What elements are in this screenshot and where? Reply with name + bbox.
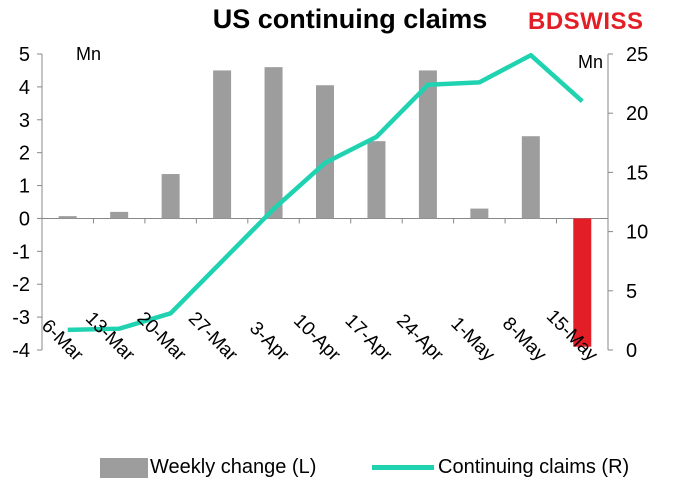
right-axis-tick-label: 20	[626, 103, 648, 125]
legend-item-weekly-change: Weekly change (L)	[100, 456, 316, 479]
left-axis-tick-label: 4	[19, 77, 30, 99]
x-axis-category-label: 24-Apr	[392, 310, 448, 366]
right-axis-tick-label: 15	[626, 162, 648, 184]
bar-weekly-change	[521, 136, 540, 219]
left-axis-tick-label: -4	[12, 340, 30, 362]
x-axis-category-label: 3-Apr	[245, 318, 293, 366]
bar-weekly-change	[316, 85, 334, 219]
line-series	[67, 52, 584, 333]
x-axis-category-label: 10-Apr	[289, 310, 345, 366]
bars	[58, 67, 592, 347]
bar-weekly-change	[161, 174, 180, 219]
right-axis-tick-label: 5	[626, 281, 637, 303]
right-axis-tick-label: 25	[626, 44, 648, 66]
left-axis-tick-label: -2	[12, 274, 30, 296]
legend-item-continuing-claims: Continuing claims (R)	[372, 456, 629, 479]
x-axis-category-label: 6-Mar	[37, 316, 87, 366]
brand-logo: BDSWISS	[528, 8, 644, 36]
legend-label-continuing-claims: Continuing claims (R)	[438, 456, 630, 478]
brand-logo-part1: BD	[528, 8, 564, 35]
left-axis-tick-label: 3	[19, 110, 30, 132]
bar-weekly-change	[573, 218, 592, 347]
right-axis-unit: Mn	[578, 52, 603, 72]
chart-title: US continuing claims	[212, 4, 488, 34]
bar-weekly-change	[58, 216, 77, 219]
left-axis-tick-label: 5	[19, 44, 30, 66]
left-axis-tick-label: 1	[19, 176, 30, 198]
left-axis-tick-label: 2	[19, 143, 30, 165]
brand-logo-part2: SWISS	[563, 8, 644, 35]
left-axis-tick-label: -3	[12, 307, 30, 329]
bar-weekly-change	[264, 67, 283, 219]
x-axis-category-label: 1-May	[446, 313, 499, 366]
x-axis-category-label: 15-May	[542, 306, 602, 366]
bar-weekly-change	[110, 211, 129, 219]
legend-swatch-line	[372, 465, 434, 470]
left-axis-tick-label: 0	[19, 208, 30, 230]
line-continuing-claims	[67, 52, 584, 333]
legend-swatch-bar	[100, 457, 148, 478]
left-axis-unit: Mn	[76, 44, 101, 64]
legend-label-weekly-change: Weekly change (L)	[150, 456, 317, 478]
left-axis-tick-label: -1	[12, 241, 30, 263]
x-axis-category-label: 27-Mar	[184, 308, 242, 366]
x-axis-category-label: 13-Mar	[81, 308, 139, 366]
x-axis-category-label: 17-Apr	[341, 310, 397, 366]
bar-weekly-change	[418, 70, 437, 219]
right-axis-tick-label: 10	[626, 222, 648, 244]
bar-weekly-change	[470, 208, 489, 219]
bar-weekly-change	[367, 141, 386, 219]
bar-weekly-change	[213, 70, 232, 219]
right-axis-tick-label: 0	[626, 340, 637, 362]
